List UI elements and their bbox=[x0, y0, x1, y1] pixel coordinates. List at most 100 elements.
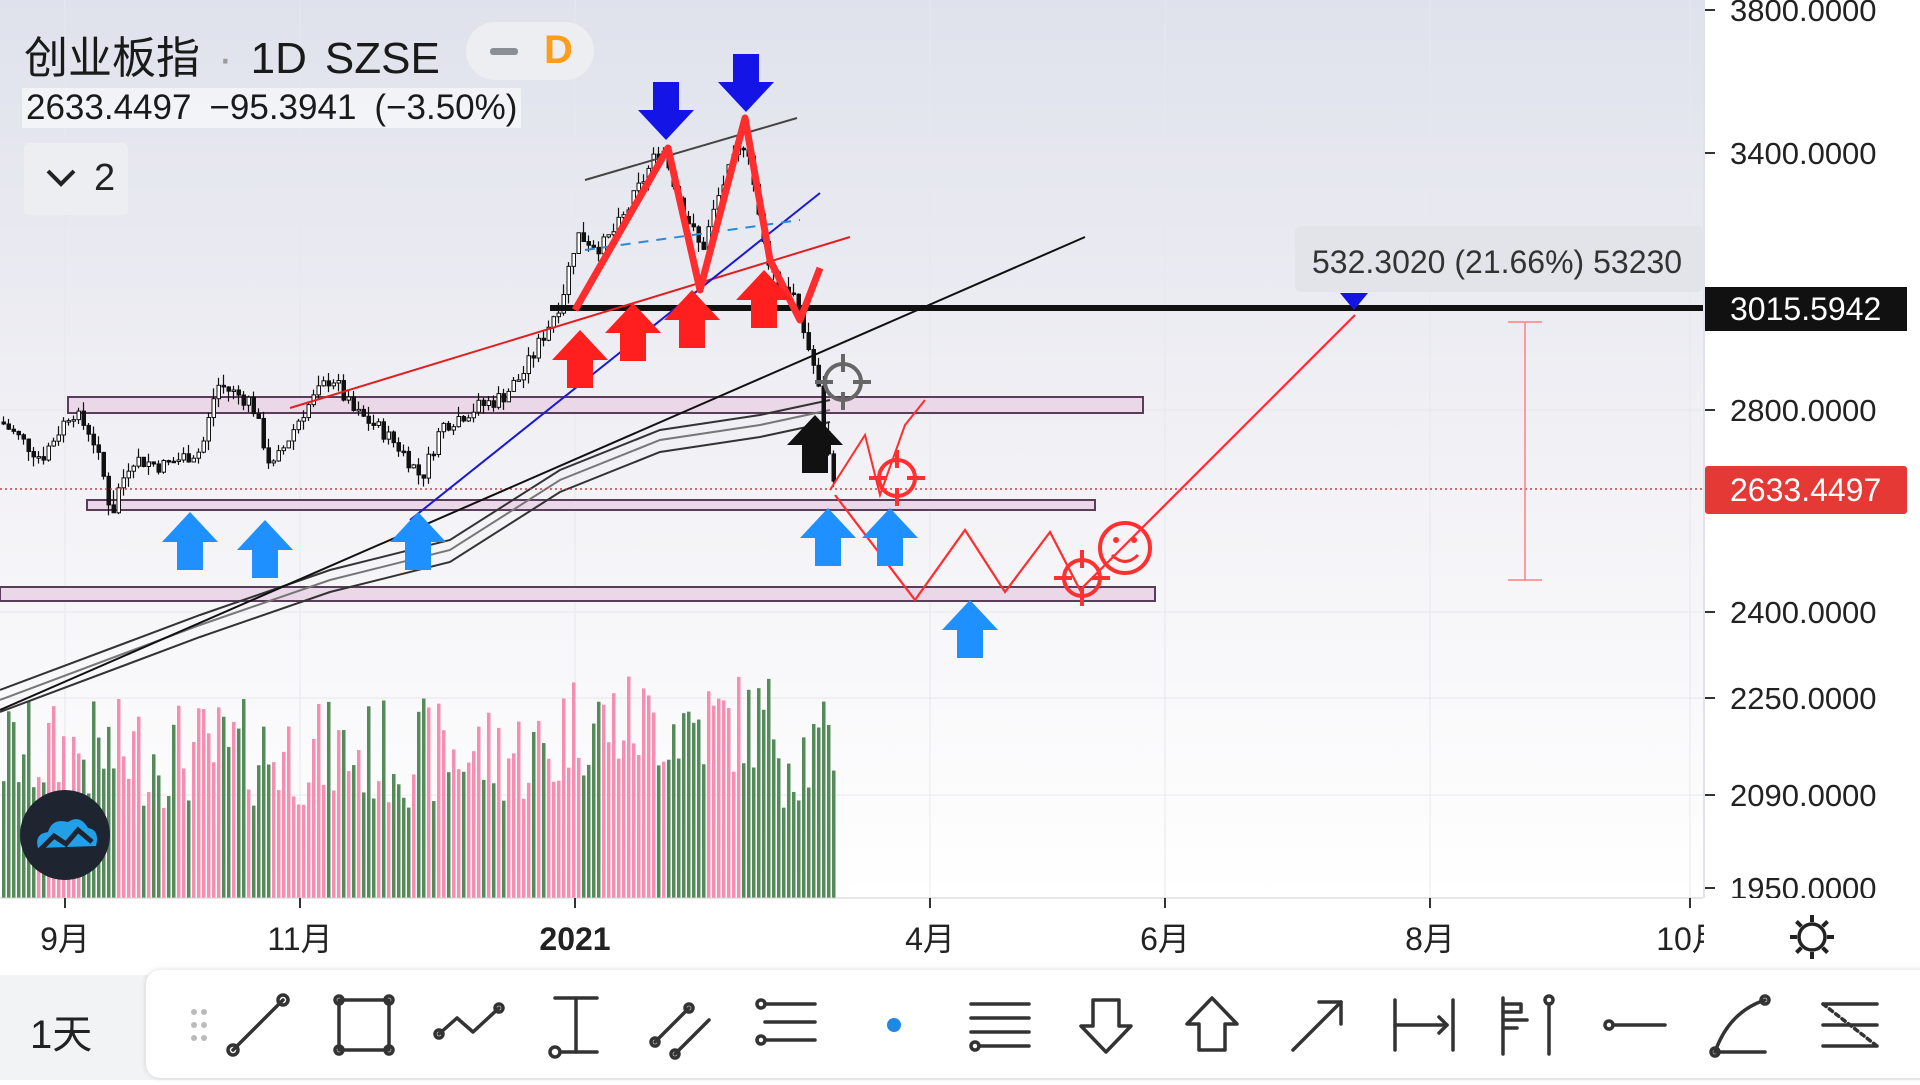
chevron-down-icon bbox=[46, 169, 76, 187]
arrow-markers[interactable] bbox=[162, 54, 998, 658]
candle-body bbox=[526, 355, 531, 375]
volume-bar bbox=[2, 781, 6, 898]
volume-bar bbox=[797, 800, 801, 898]
volume-bar bbox=[152, 754, 156, 898]
candle-body bbox=[86, 424, 91, 435]
arrow-tool[interactable] bbox=[1275, 982, 1361, 1068]
support-zone bbox=[0, 586, 1156, 602]
candle-body bbox=[251, 396, 256, 415]
candle-body bbox=[391, 431, 396, 444]
candle-body bbox=[791, 292, 796, 296]
volume-bar bbox=[737, 676, 741, 898]
volume-bar bbox=[712, 705, 716, 898]
trend-line-tool[interactable] bbox=[215, 982, 301, 1068]
volume-bar bbox=[217, 707, 221, 898]
price-range-tool[interactable] bbox=[533, 982, 619, 1068]
volume-bar bbox=[822, 701, 826, 898]
volume-bar bbox=[182, 768, 186, 898]
volume-bar bbox=[707, 691, 711, 898]
price-tag-label: 2633.4497 bbox=[1730, 472, 1881, 508]
drag-handle-icon[interactable] bbox=[156, 982, 242, 1068]
horizontal-ray-tool[interactable] bbox=[1593, 982, 1679, 1068]
candle-body bbox=[806, 332, 811, 351]
candle-body bbox=[446, 422, 451, 431]
candle-body bbox=[291, 429, 296, 442]
date-range-tool[interactable] bbox=[1381, 982, 1467, 1068]
candle-body bbox=[301, 417, 306, 422]
volume-bar bbox=[512, 753, 516, 898]
volume-bar bbox=[682, 713, 686, 898]
status-badge[interactable]: D bbox=[466, 22, 594, 80]
volume-bar bbox=[542, 743, 546, 898]
candle-body bbox=[216, 384, 221, 400]
price-axis[interactable]: 3800.00003400.00002800.00002600.00002400… bbox=[1703, 0, 1920, 906]
volume-bar bbox=[492, 783, 496, 898]
candle-body bbox=[211, 398, 216, 419]
candle-body bbox=[141, 456, 146, 468]
volume-bar bbox=[207, 733, 211, 898]
candle-body bbox=[831, 453, 836, 482]
fib-retracement-tool[interactable] bbox=[745, 982, 831, 1068]
volume-bar bbox=[117, 699, 121, 898]
candle-body bbox=[171, 460, 176, 464]
time-axis[interactable]: 9月 11月 2021 4月 6月 8月 10月 bbox=[0, 897, 1920, 975]
candle-body bbox=[81, 410, 86, 426]
candle-body bbox=[16, 430, 21, 436]
horizontal-lines-tool[interactable] bbox=[957, 982, 1043, 1068]
rectangle-tool[interactable] bbox=[321, 982, 407, 1068]
candle-body bbox=[331, 382, 336, 387]
arrow-down-tool[interactable] bbox=[1063, 982, 1149, 1068]
interval-label[interactable]: 1D bbox=[250, 34, 307, 83]
volume-bar bbox=[347, 771, 351, 898]
app-logo[interactable] bbox=[20, 790, 110, 880]
parallel-channel-tool[interactable] bbox=[639, 982, 725, 1068]
symbol-header[interactable]: 创业板指 · 1D SZSE bbox=[24, 22, 458, 86]
volume-bar bbox=[497, 727, 501, 898]
price-tick-label: 2250.0000 bbox=[1730, 681, 1877, 716]
indicators-toggle-button[interactable]: 2 bbox=[24, 143, 128, 215]
volume-bar bbox=[312, 738, 316, 898]
long-position-tool[interactable] bbox=[1487, 982, 1573, 1068]
candle-body bbox=[166, 460, 171, 463]
volume-bar bbox=[442, 730, 446, 898]
separator-dot: · bbox=[218, 34, 233, 83]
volume-bar bbox=[322, 784, 326, 898]
candle-body bbox=[281, 447, 286, 452]
candle-body bbox=[366, 415, 371, 424]
price-tick-label: 2090.0000 bbox=[1730, 778, 1877, 813]
volume-bar bbox=[272, 762, 276, 898]
candle-body bbox=[511, 379, 516, 392]
volume-bar bbox=[337, 730, 341, 898]
volume-bar bbox=[212, 762, 216, 898]
support-zones[interactable] bbox=[0, 396, 1156, 602]
volume-bar bbox=[172, 724, 176, 898]
arrow-up-tool[interactable] bbox=[1169, 982, 1255, 1068]
smiley-icon bbox=[1098, 521, 1152, 575]
candle-body bbox=[66, 420, 71, 423]
gear-icon[interactable] bbox=[1790, 915, 1834, 959]
moving-average-line bbox=[0, 399, 831, 691]
drawings[interactable]: 532.3020 (21.66%) 53230 bbox=[0, 114, 1703, 711]
volume-bar bbox=[122, 756, 126, 898]
period-button[interactable]: 1天 bbox=[30, 1013, 93, 1057]
volume-bar bbox=[582, 775, 586, 898]
candles bbox=[1, 142, 836, 516]
arrow-up-icon bbox=[605, 303, 661, 361]
candle-body bbox=[481, 399, 486, 406]
candle-body bbox=[176, 459, 181, 463]
candle-body bbox=[406, 450, 411, 469]
arrow-up-icon bbox=[162, 512, 218, 570]
volume-bar bbox=[227, 746, 231, 898]
volume-bar bbox=[317, 703, 321, 898]
exchange-label: SZSE bbox=[324, 34, 440, 83]
polyline-tool[interactable] bbox=[427, 982, 513, 1068]
curve-tool[interactable] bbox=[1699, 982, 1785, 1068]
symbol-name[interactable]: 创业板指 bbox=[24, 34, 200, 83]
dot-tool[interactable] bbox=[851, 982, 937, 1068]
candle-body bbox=[816, 364, 821, 387]
candle-body bbox=[531, 355, 536, 359]
volume-bar bbox=[157, 775, 161, 898]
pitchfork-tool[interactable] bbox=[1805, 982, 1891, 1068]
